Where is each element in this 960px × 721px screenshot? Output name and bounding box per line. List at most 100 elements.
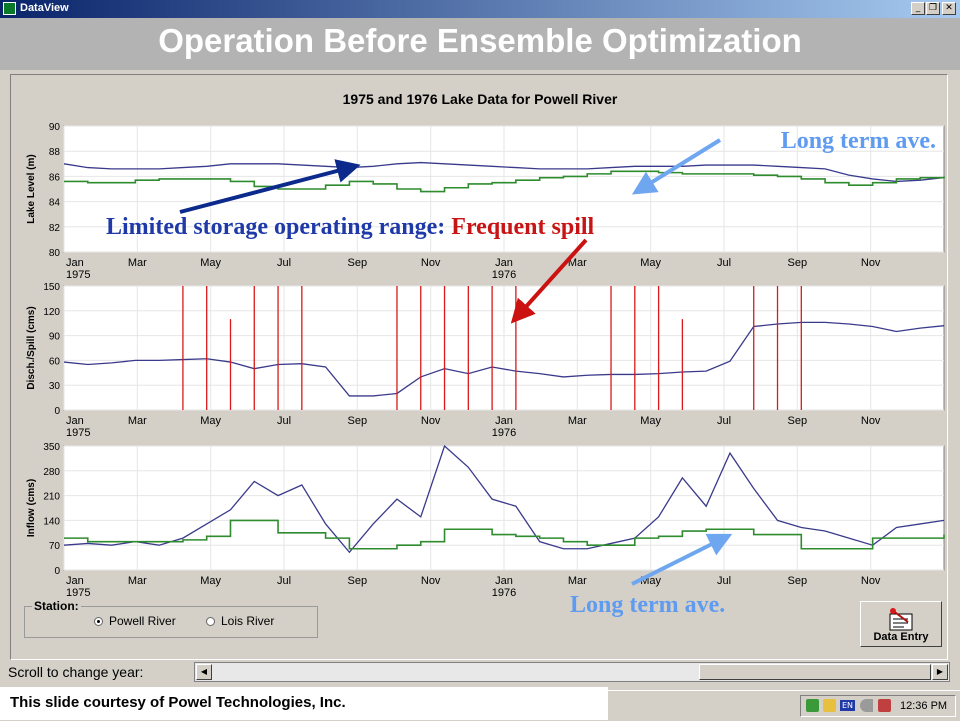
footer-band (0, 687, 608, 720)
y-tick-label: 0 (54, 566, 60, 577)
app-icon (3, 2, 16, 15)
x-tick-year: 1976 (492, 269, 516, 281)
station-label: Station: (32, 599, 81, 613)
long-term-ave-label-bottom: Long term ave. (570, 592, 725, 618)
x-tick-label: Mar (568, 415, 587, 427)
y-tick-label: 86 (49, 172, 61, 183)
x-tick-label: Mar (128, 575, 147, 587)
x-tick-label: May (640, 257, 661, 269)
x-tick-label: May (200, 575, 221, 587)
y-tick-label: 60 (49, 356, 61, 367)
x-tick-label: Sep (788, 415, 808, 427)
radio-lois-river[interactable] (206, 617, 215, 626)
y-tick-label: 90 (49, 332, 61, 343)
y-tick-label: 30 (49, 381, 61, 392)
limited-storage-text: Limited storage operating range: (106, 214, 451, 240)
series-line-long_term (64, 170, 945, 193)
y-axis-label: Disch./Spill (cms) (26, 306, 37, 389)
x-tick-label: Mar (128, 415, 147, 427)
x-tick-label: May (200, 257, 221, 269)
y-axis-label: Lake Level (m) (26, 154, 37, 223)
restore-button[interactable]: ❐ (926, 2, 940, 15)
x-tick-year: 1976 (492, 427, 516, 439)
series-line-long_term (64, 519, 945, 550)
speaker-icon[interactable] (860, 699, 873, 712)
chart-title: 1975 and 1976 Lake Data for Powell River (343, 91, 618, 107)
series-line-observed (63, 444, 945, 554)
x-tick-label: Jul (277, 575, 291, 587)
x-tick-label: Sep (788, 257, 808, 269)
series-line-observed (63, 321, 945, 397)
y-tick-label: 120 (43, 307, 60, 318)
x-tick-year: 1976 (492, 587, 516, 599)
x-tick-label: Jan (66, 575, 84, 587)
x-tick-year: 1975 (66, 587, 90, 599)
x-tick-label: Jul (277, 257, 291, 269)
window-titlebar: DataView _ ❐ ✕ (0, 0, 960, 18)
minimize-button[interactable]: _ (911, 2, 925, 15)
x-tick-label: Sep (348, 415, 368, 427)
y-tick-label: 70 (49, 541, 61, 552)
y-tick-label: 210 (43, 492, 60, 503)
display-icon[interactable] (823, 699, 836, 712)
y-tick-label: 88 (49, 147, 61, 158)
language-indicator[interactable]: EN (840, 700, 855, 711)
y-tick-label: 84 (49, 198, 61, 209)
slide-footer: This slide courtesy of Powel Technologie… (10, 694, 346, 711)
close-button[interactable]: ✕ (942, 2, 956, 15)
x-tick-label: Sep (788, 575, 808, 587)
scroll-label: Scroll to change year: (8, 664, 144, 680)
station-group (24, 606, 318, 638)
chart-frame (10, 74, 948, 660)
x-tick-label: May (200, 415, 221, 427)
x-tick-year: 1975 (66, 269, 90, 281)
x-tick-label: Mar (568, 575, 587, 587)
x-tick-label: Jul (717, 415, 731, 427)
x-tick-label: Jan (66, 257, 84, 269)
arrow-to-long-term-bottom (631, 533, 733, 586)
arrow-to-long-term-top (631, 138, 722, 195)
data-entry-button[interactable]: Data Entry (860, 601, 942, 647)
x-tick-label: May (640, 415, 661, 427)
y-axis-label: Inflow (cms) (26, 479, 37, 537)
year-scrollbar[interactable]: ◀ ▶ (194, 662, 950, 682)
y-tick-label: 82 (49, 223, 61, 234)
radio-powell-river[interactable] (94, 617, 103, 626)
slide-title: Operation Before Ensemble Optimization (158, 22, 802, 59)
system-tray (800, 695, 956, 717)
limited-storage-annotation: Limited storage operating range: Frequen… (106, 214, 595, 240)
y-tick-label: 140 (43, 516, 60, 527)
x-tick-label: Mar (568, 257, 587, 269)
y-tick-label: 150 (43, 282, 60, 293)
x-tick-label: Nov (861, 257, 881, 269)
x-tick-year: 1975 (66, 427, 90, 439)
x-tick-label: Jan (495, 415, 513, 427)
data-entry-icon (889, 608, 913, 631)
scroll-thumb[interactable] (699, 664, 931, 680)
network-icon[interactable] (806, 699, 819, 712)
long-term-ave-label-top: Long term ave. (781, 128, 936, 154)
x-tick-label: Nov (861, 415, 881, 427)
y-tick-label: 350 (43, 442, 60, 453)
x-tick-label: Sep (348, 575, 368, 587)
clock: 12:36 PM (900, 700, 948, 712)
app-title: DataView (20, 2, 69, 14)
arrow-to-spill (510, 238, 588, 324)
y-tick-label: 0 (54, 406, 60, 417)
data-entry-label: Data Entry (873, 631, 929, 643)
y-tick-label: 90 (49, 122, 61, 133)
x-tick-label: Mar (128, 257, 147, 269)
scroll-right-arrow-icon[interactable]: ▶ (932, 664, 948, 680)
x-tick-label: Jul (277, 415, 291, 427)
arrow-to-lake-level (179, 159, 361, 214)
tray-app-icon[interactable] (878, 699, 891, 712)
x-tick-label: Jan (495, 575, 513, 587)
series-line-spill (182, 286, 802, 410)
x-tick-label: Nov (861, 575, 881, 587)
scroll-left-arrow-icon[interactable]: ◀ (196, 664, 212, 680)
series-line-observed (63, 161, 945, 183)
